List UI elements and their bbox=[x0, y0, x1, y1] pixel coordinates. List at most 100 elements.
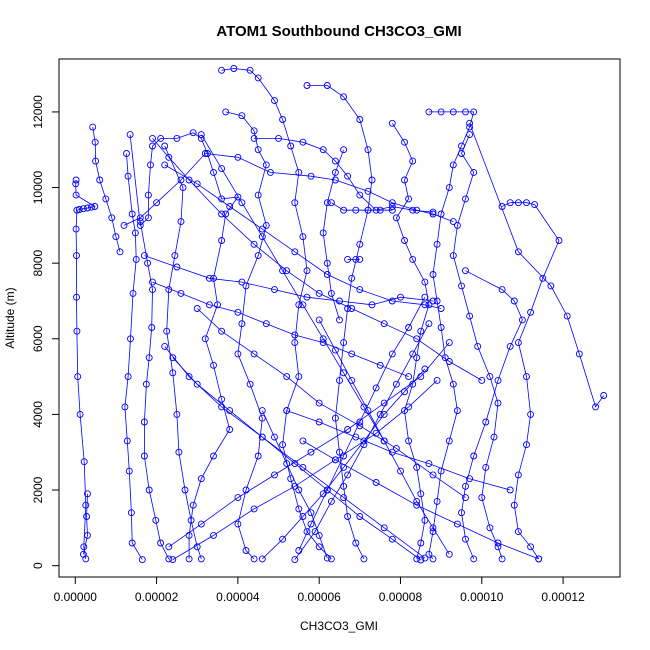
data-point bbox=[409, 206, 417, 214]
data-point bbox=[356, 418, 364, 426]
data-point bbox=[315, 289, 323, 297]
data-point bbox=[80, 458, 88, 466]
data-point bbox=[372, 384, 380, 392]
data-point bbox=[226, 203, 234, 210]
data-point bbox=[222, 210, 230, 218]
data-point bbox=[523, 199, 530, 207]
data-point bbox=[401, 138, 408, 146]
data-point bbox=[340, 494, 348, 502]
data-point bbox=[271, 286, 278, 294]
series-15 bbox=[466, 119, 608, 411]
data-point bbox=[331, 157, 339, 165]
data-point bbox=[102, 195, 110, 203]
data-point bbox=[173, 410, 181, 418]
data-point bbox=[185, 176, 193, 184]
data-point bbox=[514, 528, 522, 536]
data-point bbox=[429, 208, 437, 216]
data-point bbox=[315, 531, 323, 539]
data-point bbox=[279, 116, 287, 123]
data-point bbox=[307, 520, 315, 528]
data-point bbox=[405, 373, 413, 381]
data-point bbox=[458, 509, 465, 517]
data-point bbox=[360, 555, 368, 563]
data-point bbox=[478, 494, 486, 502]
data-point bbox=[352, 255, 360, 263]
data-point bbox=[356, 240, 364, 248]
data-point bbox=[352, 539, 360, 547]
data-point bbox=[445, 358, 453, 365]
data-point bbox=[230, 65, 238, 72]
data-point bbox=[210, 361, 217, 369]
data-point bbox=[315, 418, 323, 426]
data-point bbox=[429, 528, 437, 536]
data-point bbox=[340, 452, 348, 460]
data-point bbox=[238, 278, 246, 286]
data-point bbox=[283, 460, 291, 468]
chart-title: ATOM1 Southbound CH3CO3_GMI bbox=[216, 23, 461, 40]
data-point bbox=[138, 556, 146, 564]
data-point bbox=[234, 520, 242, 528]
data-point bbox=[340, 463, 348, 471]
series-line bbox=[152, 281, 409, 377]
data-point bbox=[523, 373, 530, 381]
series-37 bbox=[319, 146, 348, 324]
data-point bbox=[84, 490, 91, 498]
data-point bbox=[344, 305, 352, 312]
data-point bbox=[193, 305, 201, 312]
data-point bbox=[148, 324, 156, 331]
data-point bbox=[193, 180, 201, 188]
data-point bbox=[73, 293, 80, 301]
data-point bbox=[258, 225, 266, 233]
data-point bbox=[449, 380, 457, 388]
data-point bbox=[108, 214, 116, 222]
data-point bbox=[449, 218, 457, 226]
data-point bbox=[523, 441, 530, 449]
data-point bbox=[470, 168, 478, 176]
data-point bbox=[340, 206, 348, 214]
data-point bbox=[189, 501, 197, 509]
data-point bbox=[462, 535, 469, 543]
data-point bbox=[506, 486, 514, 494]
data-point bbox=[340, 93, 348, 101]
data-point bbox=[112, 233, 120, 241]
data-point bbox=[254, 191, 262, 199]
data-point bbox=[242, 547, 250, 554]
data-point bbox=[486, 373, 494, 381]
data-point bbox=[437, 324, 445, 331]
data-point bbox=[323, 554, 331, 562]
data-point bbox=[466, 131, 474, 139]
data-point bbox=[250, 240, 258, 248]
data-point bbox=[380, 410, 388, 418]
data-point bbox=[262, 161, 270, 169]
data-point bbox=[218, 395, 226, 403]
data-point bbox=[116, 248, 124, 256]
data-point bbox=[449, 252, 457, 260]
data-point bbox=[275, 134, 282, 142]
series-34 bbox=[197, 131, 388, 445]
data-point bbox=[462, 195, 469, 203]
data-point bbox=[592, 403, 600, 411]
data-point bbox=[388, 206, 396, 214]
data-point bbox=[303, 267, 311, 275]
data-point bbox=[73, 327, 81, 335]
data-point bbox=[417, 556, 425, 564]
data-point bbox=[470, 555, 478, 563]
series-3 bbox=[89, 123, 124, 256]
data-point bbox=[157, 134, 165, 142]
series-27 bbox=[193, 305, 469, 502]
data-point bbox=[433, 240, 441, 248]
data-point bbox=[514, 471, 522, 479]
series-line bbox=[196, 308, 466, 498]
x-axis: 0.00000 0.00002 0.00004 0.00006 0.00008 0.000… bbox=[54, 576, 585, 604]
data-point bbox=[169, 556, 177, 564]
data-point bbox=[453, 407, 461, 415]
data-point bbox=[254, 452, 262, 460]
data-point bbox=[149, 278, 156, 286]
data-point bbox=[388, 350, 396, 358]
data-point bbox=[372, 479, 380, 486]
x-tick-label: 0.00012 bbox=[541, 590, 585, 604]
series-1 bbox=[72, 176, 99, 563]
data-point bbox=[563, 312, 571, 320]
data-point bbox=[356, 255, 364, 263]
data-point bbox=[307, 509, 315, 517]
